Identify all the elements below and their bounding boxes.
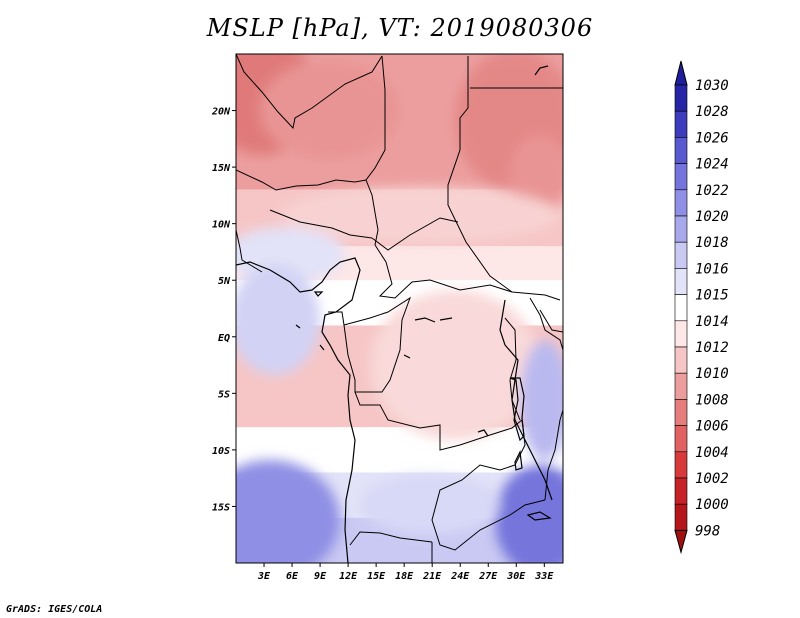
- colorbar-label-1006: 1006: [695, 419, 729, 435]
- x-tick-label-6: 21E: [422, 571, 442, 582]
- colorbar-box-5: [674, 215, 688, 243]
- high-patch-south: [360, 475, 500, 535]
- colorbar-box-3: [674, 163, 688, 191]
- pressure-patches: [236, 54, 563, 563]
- x-tick-label-0: 3E: [257, 571, 271, 582]
- colorbar-label-1000: 1000: [695, 497, 729, 513]
- colorbar-label-1030: 1030: [695, 78, 729, 94]
- x-tick-label-10: 33E: [534, 571, 554, 582]
- colorbar-box-15: [674, 477, 688, 505]
- y-tick-label-1: 15N: [212, 163, 231, 174]
- colorbar-box-0: [674, 84, 688, 112]
- high-patch-east: [520, 340, 563, 460]
- low-patch-northeast-2: [510, 135, 563, 215]
- low-patch-sahara: [260, 60, 400, 160]
- y-tick-label-0: 20N: [211, 107, 231, 118]
- y-axis: 20N 15N 10N 5N EQ 5S 10S 15S: [211, 107, 236, 513]
- colorbar-box-7: [674, 268, 688, 295]
- colorbar-label-1015: 1015: [695, 288, 729, 304]
- colorbar-box-12: [674, 399, 688, 426]
- colorbar-label-1014: 1014: [695, 314, 729, 330]
- map-frame: [235, 53, 564, 564]
- colorbar-box-9: [674, 320, 688, 348]
- colorbar-box-14: [674, 451, 688, 479]
- x-tick-label-7: 24E: [450, 571, 470, 582]
- colorbar-box-1: [674, 110, 688, 138]
- x-axis: 3E 6E 9E 12E 15E 18E 21E 24E 27E 30E 33E: [257, 563, 554, 582]
- x-tick-label-2: 9E: [314, 571, 327, 582]
- y-tick-label-5: 5S: [218, 389, 230, 400]
- colorbar-box-16: [674, 503, 688, 531]
- colorbar-label-1016: 1016: [695, 261, 729, 277]
- low-patch-congo: [370, 290, 540, 440]
- coastlines: [236, 65, 553, 563]
- colorbar-box-4: [674, 189, 688, 217]
- colorbar-box-13: [674, 425, 688, 453]
- colorbar: 998 1000 1002 1004 1006 1008 1010 1012 1014 1015 1…: [674, 60, 729, 555]
- colorbar-label-1026: 1026: [695, 130, 729, 146]
- high-patch-southwest: [236, 460, 340, 563]
- pressure-field: [236, 54, 563, 563]
- colorbar-box-8: [674, 294, 688, 322]
- colorbar-label-1018: 1018: [695, 235, 729, 251]
- colorbar-label-1022: 1022: [695, 183, 729, 199]
- colorbar-box-10: [674, 346, 688, 374]
- colorbar-under-arrow: [674, 529, 688, 555]
- colorbar-label-1008: 1008: [695, 392, 729, 408]
- y-tick-label-7: 15S: [212, 502, 230, 513]
- colorbar-label-1002: 1002: [695, 471, 729, 487]
- y-tick-label-2: 10N: [212, 220, 231, 231]
- x-tick-label-5: 18E: [395, 571, 414, 582]
- colorbar-label-1012: 1012: [695, 340, 729, 356]
- high-patch-atlantic: [236, 265, 320, 375]
- colorbar-label-998: 998: [695, 523, 720, 539]
- y-tick-label-4: EQ: [218, 333, 230, 344]
- country-boundaries: [236, 54, 563, 563]
- high-patch-southeast: [495, 465, 563, 563]
- colorbar-box-6: [674, 241, 688, 269]
- mid-patch-sahel: [280, 187, 560, 243]
- colorbar-label-1010: 1010: [695, 366, 729, 382]
- colorbar-label-1020: 1020: [695, 209, 729, 225]
- x-tick-label-4: 15E: [367, 571, 386, 582]
- colorbar-box-11: [674, 372, 688, 400]
- grads-credit: GrADS: IGES/COLA: [6, 604, 103, 615]
- colorbar-label-1028: 1028: [695, 104, 729, 120]
- colorbar-label-1004: 1004: [695, 445, 729, 461]
- colorbar-box-2: [674, 137, 688, 164]
- x-tick-label-9: 30E: [506, 571, 526, 582]
- chart-title: MSLP [hPa], VT: 2019080306: [206, 14, 594, 42]
- x-tick-label-1: 6E: [286, 571, 299, 582]
- y-tick-label-3: 5N: [218, 276, 231, 287]
- x-tick-label-3: 12E: [339, 571, 358, 582]
- x-tick-label-8: 27E: [478, 571, 498, 582]
- y-tick-label-6: 10S: [212, 446, 230, 457]
- colorbar-label-1024: 1024: [695, 157, 729, 173]
- colorbar-over-arrow: [674, 60, 688, 86]
